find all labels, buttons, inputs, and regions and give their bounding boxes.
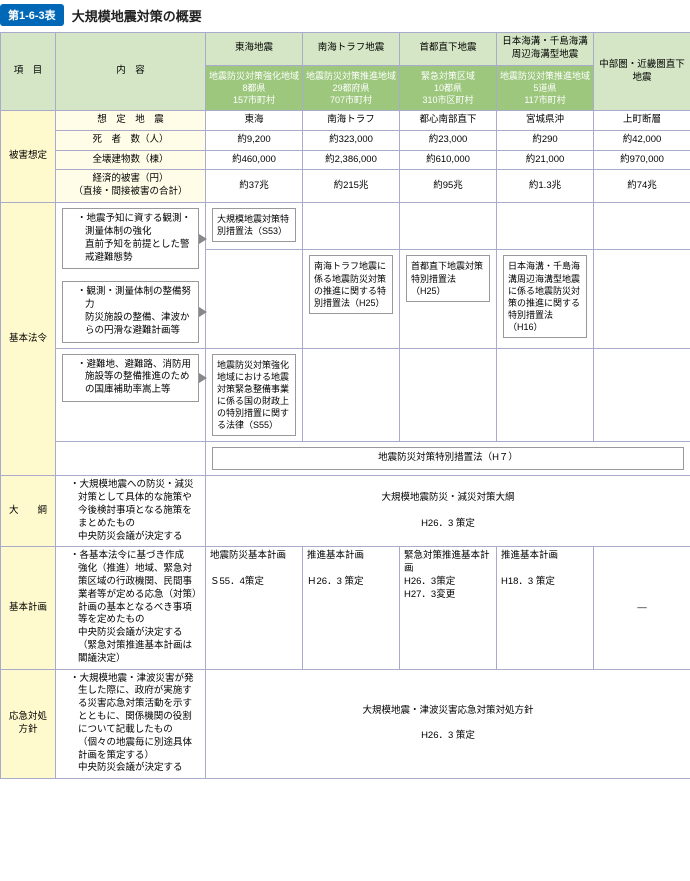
damage-2-4: 約970,000 [594, 150, 690, 170]
hdr-sub-2: 緊急対策区域10都県310市区町村 [400, 65, 497, 110]
damage-1-3: 約290 [497, 130, 594, 150]
row-basicplan: 基本計画 [1, 547, 56, 669]
law-shuto: 首都直下地震対策特別措置法（H25） [406, 255, 490, 301]
damage-h-1: 死 者 数（人） [56, 130, 206, 150]
law-tokai2: 地震防災対策強化地域における地震対策緊急整備事業に係る国の財政上の特別措置に関す… [212, 354, 296, 437]
hdr-col-0: 東海地震 [206, 33, 303, 66]
hdr-item: 項 目 [1, 33, 56, 111]
emergency-body: 大規模地震・津波災害応急対策対処方針H26．3 策定 [206, 669, 690, 779]
damage-0-1: 南海トラフ [303, 111, 400, 131]
damage-0-3: 宮城県沖 [497, 111, 594, 131]
damage-2-0: 約460,000 [206, 150, 303, 170]
damage-h-0: 想 定 地 震 [56, 111, 206, 131]
hdr-col-2: 首都直下地震 [400, 33, 497, 66]
damage-1-1: 約323,000 [303, 130, 400, 150]
hdr-content: 内 容 [56, 33, 206, 111]
basicplan-2: 緊急対策推進基本計画H26．3策定H27．3変更 [400, 547, 497, 669]
basicplan-3: 推進基本計画H18．3 策定 [497, 547, 594, 669]
hdr-sub-3: 地震防災対策推進地域5道県117市町村 [497, 65, 594, 110]
row-basiclaw: 基本法令 [1, 203, 56, 476]
damage-3-2: 約95兆 [400, 170, 497, 203]
basiclaw-b2-text: 避難地、避難路、消防用施設等の整備推進のための国庫補助率嵩上等 [77, 359, 194, 397]
law-h7: 地震防災対策特別措置法（H７） [212, 447, 684, 470]
row-emergency: 応急対処方針 [1, 669, 56, 779]
hdr-col-3: 日本海溝・千島海溝周辺海溝型地震 [497, 33, 594, 66]
basicplan-bullets: 各基本法令に基づき作成強化（推進）地域、緊急対策区域の行政機関、民間事業者等が定… [56, 547, 206, 669]
basiclaw-b1-text: 観測・測量体制の整備努力防災施設の整備、津波からの円滑な避難計画等 [77, 286, 194, 337]
basicplan-bullets-text: 各基本法令に基づき作成強化（推進）地域、緊急対策区域の行政機関、民間事業者等が定… [70, 550, 201, 665]
emergency-bullets: 大規模地震・津波災害が発生した際に、政府が実施する災害応急対策活動を示すとともに… [56, 669, 206, 779]
damage-2-3: 約21,000 [497, 150, 594, 170]
damage-0-0: 東海 [206, 111, 303, 131]
title-bar: 第1-6-3表 大規模地震対策の概要 [0, 0, 690, 32]
damage-2-1: 約2,386,000 [303, 150, 400, 170]
damage-3-4: 約74兆 [594, 170, 690, 203]
law-nankai: 南海トラフ地震に係る地震防災対策の推進に関する特別措置法（H25） [309, 255, 393, 314]
hdr-col-1: 南海トラフ地震 [303, 33, 400, 66]
hdr-col-4: 中部圏・近畿圏直下地震 [594, 33, 690, 111]
outline-bullets: 大規模地震への防災・減災対策として具体的な施策や今後検討事項となる施策をまとめた… [56, 476, 206, 547]
outline-bullets-text: 大規模地震への防災・減災対策として具体的な施策や今後検討事項となる施策をまとめた… [70, 479, 201, 543]
damage-h-3: 経済的被害（円）（直接・間接被害の合計） [56, 170, 206, 203]
main-table: 項 目 内 容 東海地震 南海トラフ地震 首都直下地震 日本海溝・千島海溝周辺海… [0, 32, 690, 779]
emergency-bullets-text: 大規模地震・津波災害が発生した際に、政府が実施する災害応急対策活動を示すとともに… [70, 673, 201, 776]
basiclaw-bullet-1: 観測・測量体制の整備努力防災施設の整備、津波からの円滑な避難計画等 [62, 281, 199, 342]
damage-1-0: 約9,200 [206, 130, 303, 150]
title-text: 大規模地震対策の概要 [72, 6, 202, 25]
damage-1-2: 約23,000 [400, 130, 497, 150]
law-nihonkaiko: 日本海溝・千島海溝周辺海溝型地震に係る地震防災対策の推進に関する特別措置法（H1… [503, 255, 587, 338]
hdr-sub-1: 地震防災対策推進地域29都府県707市町村 [303, 65, 400, 110]
title-badge: 第1-6-3表 [0, 4, 64, 26]
damage-3-1: 約215兆 [303, 170, 400, 203]
law-tokai1: 大規模地震対策特別措置法（S53） [212, 208, 296, 242]
damage-1-4: 約42,000 [594, 130, 690, 150]
damage-0-4: 上町断層 [594, 111, 690, 131]
damage-h-2: 全壊建物数（棟） [56, 150, 206, 170]
basicplan-0: 地震防災基本計画Ｓ55．4策定 [206, 547, 303, 669]
hdr-sub-0: 地震防災対策強化地域8都県157市町村 [206, 65, 303, 110]
basiclaw-bullet-0: 地震予知に資する観測・測量体制の強化直前予知を前提とした警戒避難態勢 [62, 208, 199, 269]
basiclaw-b0-text: 地震予知に資する観測・測量体制の強化直前予知を前提とした警戒避難態勢 [77, 213, 194, 264]
basiclaw-bullet-2: 避難地、避難路、消防用施設等の整備推進のための国庫補助率嵩上等 [62, 354, 199, 402]
damage-3-3: 約1.3兆 [497, 170, 594, 203]
basicplan-4: — [594, 547, 690, 669]
damage-0-2: 都心南部直下 [400, 111, 497, 131]
outline-body: 大規模地震防災・減災対策大綱H26．3 策定 [206, 476, 690, 547]
damage-3-0: 約37兆 [206, 170, 303, 203]
damage-2-2: 約610,000 [400, 150, 497, 170]
basicplan-1: 推進基本計画Ｈ26．3 策定 [303, 547, 400, 669]
row-outline: 大 綱 [1, 476, 56, 547]
row-damage: 被害想定 [1, 111, 56, 203]
